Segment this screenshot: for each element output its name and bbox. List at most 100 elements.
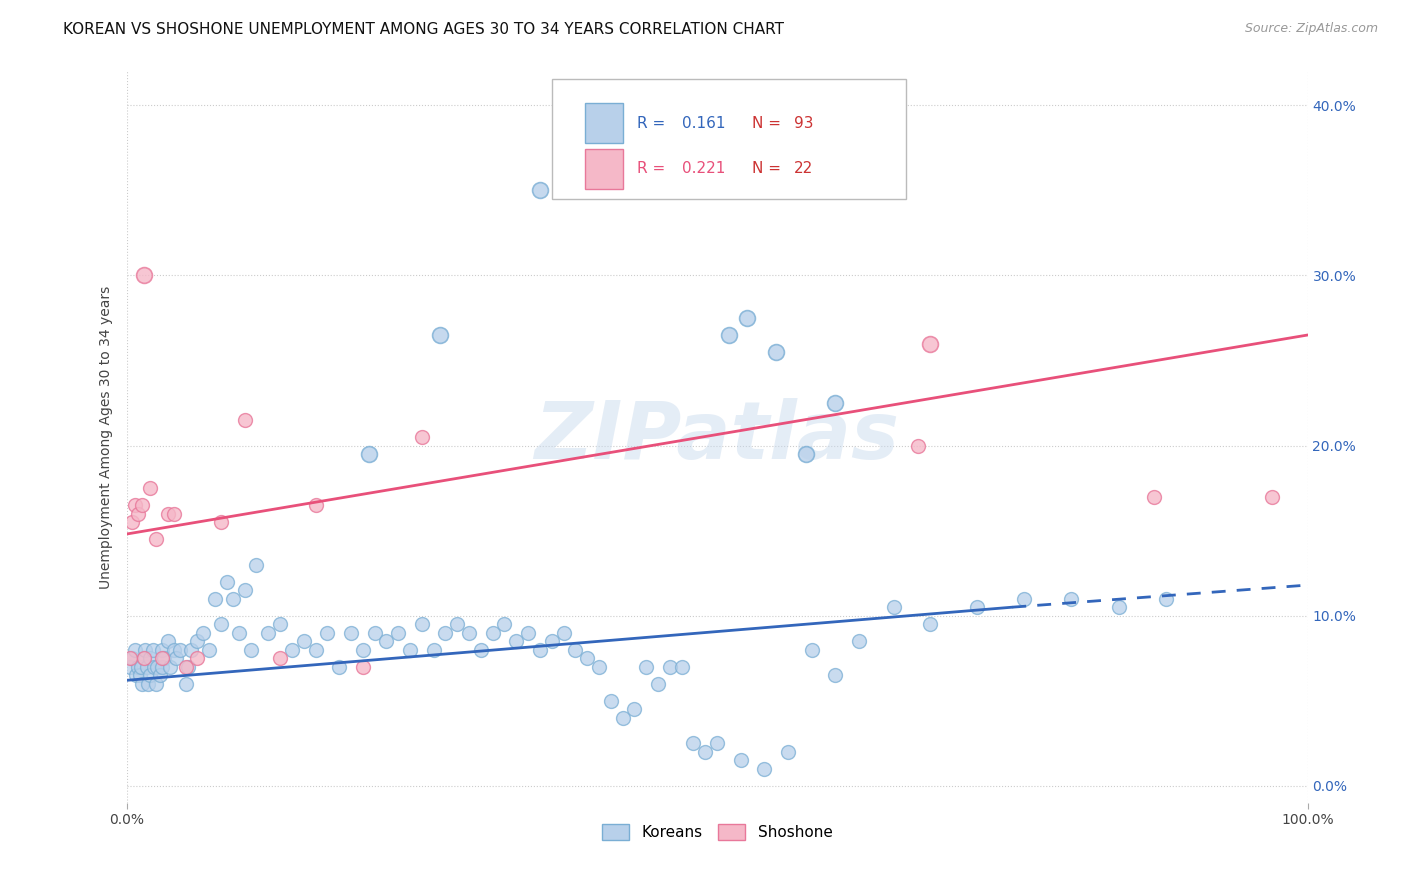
Point (375, 634, 398, 648)
Point (292, 634, 315, 648)
Point (446, 617, 468, 632)
Point (529, 642, 551, 657)
Point (186, 651, 208, 665)
Point (966, 600, 988, 615)
Point (907, 439, 929, 453)
Point (411, 430, 433, 444)
Legend: Koreans, Shoshone: Koreans, Shoshone (596, 818, 838, 847)
Point (209, 515, 232, 529)
Point (139, 668, 162, 682)
Point (186, 634, 208, 648)
Point (150, 659, 173, 673)
Point (163, 507, 186, 521)
Text: R =: R = (637, 161, 669, 177)
Point (150, 642, 173, 657)
Point (125, 668, 148, 682)
Point (215, 574, 238, 589)
Point (918, 617, 941, 632)
Point (800, 642, 823, 657)
Point (153, 651, 176, 665)
Point (149, 668, 172, 682)
Point (134, 268, 156, 283)
FancyBboxPatch shape (551, 78, 905, 200)
Point (599, 694, 621, 708)
Point (411, 617, 433, 632)
Point (824, 668, 846, 682)
Text: R =: R = (637, 116, 669, 130)
Point (127, 507, 149, 521)
Point (174, 677, 197, 691)
Point (636, 659, 658, 673)
Text: Source: ZipAtlas.com: Source: ZipAtlas.com (1244, 22, 1378, 36)
Point (145, 677, 167, 691)
Point (588, 659, 610, 673)
Point (517, 625, 540, 640)
Point (222, 591, 245, 606)
Text: 93: 93 (794, 116, 813, 130)
Point (387, 625, 409, 640)
Point (470, 642, 492, 657)
Point (156, 507, 179, 521)
Point (139, 481, 162, 495)
Point (671, 659, 693, 673)
Point (127, 659, 149, 673)
Point (142, 659, 165, 673)
Point (233, 583, 256, 598)
Point (883, 600, 905, 615)
Point (145, 532, 167, 546)
Point (494, 617, 516, 632)
Point (135, 659, 157, 673)
Point (269, 617, 291, 632)
Point (120, 651, 142, 665)
Point (458, 625, 481, 640)
Point (794, 447, 817, 461)
Y-axis label: Unemployment Among Ages 30 to 34 years: Unemployment Among Ages 30 to 34 years (100, 285, 114, 589)
Text: KOREAN VS SHOSHONE UNEMPLOYMENT AMONG AGES 30 TO 34 YEARS CORRELATION CHART: KOREAN VS SHOSHONE UNEMPLOYMENT AMONG AG… (63, 22, 785, 37)
Point (198, 642, 221, 657)
Point (706, 736, 728, 750)
Point (429, 328, 451, 343)
Point (146, 659, 169, 673)
Point (121, 515, 143, 529)
Point (765, 345, 787, 359)
Point (505, 634, 527, 648)
Point (257, 625, 280, 640)
Bar (585, 149, 623, 189)
Point (269, 651, 291, 665)
Point (1143, 490, 1166, 504)
Point (695, 745, 717, 759)
Point (193, 625, 215, 640)
Point (735, 311, 758, 326)
Point (352, 642, 374, 657)
Point (128, 668, 150, 682)
Point (1261, 490, 1284, 504)
Point (340, 625, 363, 640)
Point (564, 642, 586, 657)
Point (177, 659, 200, 673)
Point (399, 642, 422, 657)
Point (623, 702, 645, 716)
Point (174, 659, 197, 673)
Point (121, 651, 143, 665)
Point (529, 183, 551, 197)
Bar (585, 103, 623, 144)
Point (434, 625, 457, 640)
Point (245, 558, 267, 572)
Text: N =: N = (752, 161, 786, 177)
Point (209, 617, 232, 632)
Point (316, 625, 339, 640)
Point (124, 642, 146, 657)
Point (1154, 591, 1177, 606)
Point (139, 651, 162, 665)
Text: ZIPatlas: ZIPatlas (534, 398, 900, 476)
Point (363, 625, 385, 640)
Point (1012, 591, 1035, 606)
Point (233, 413, 256, 427)
Point (848, 634, 870, 648)
Point (754, 762, 776, 776)
Point (918, 336, 941, 351)
Point (776, 745, 799, 759)
Point (159, 659, 181, 673)
Point (228, 625, 250, 640)
Point (169, 642, 191, 657)
